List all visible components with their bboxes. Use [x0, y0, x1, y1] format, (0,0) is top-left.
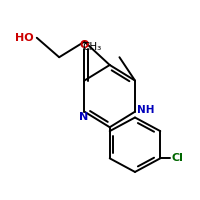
Text: N: N — [79, 112, 88, 122]
Text: HO: HO — [15, 33, 34, 43]
Text: Cl: Cl — [172, 153, 184, 163]
Text: O: O — [80, 40, 89, 50]
Text: CH₃: CH₃ — [83, 43, 102, 52]
Text: NH: NH — [137, 105, 154, 115]
